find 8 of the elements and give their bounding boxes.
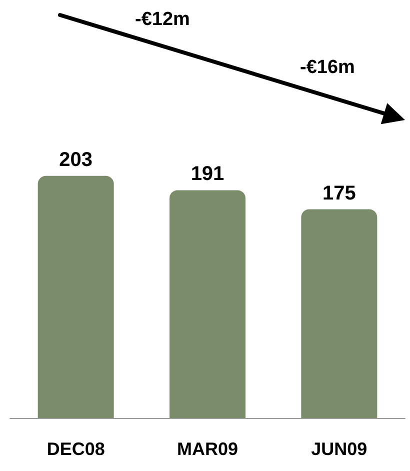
text: -€12m xyxy=(135,9,190,30)
text: -€16m xyxy=(300,57,355,78)
data-label: 191 xyxy=(190,163,224,186)
data-label: 203 xyxy=(59,148,93,171)
x-tick-label: MAR09 xyxy=(176,439,238,459)
x-tick-label: DEC08 xyxy=(46,439,105,459)
x-tick-label: JUN09 xyxy=(311,439,368,459)
data-label: 175 xyxy=(322,182,356,204)
